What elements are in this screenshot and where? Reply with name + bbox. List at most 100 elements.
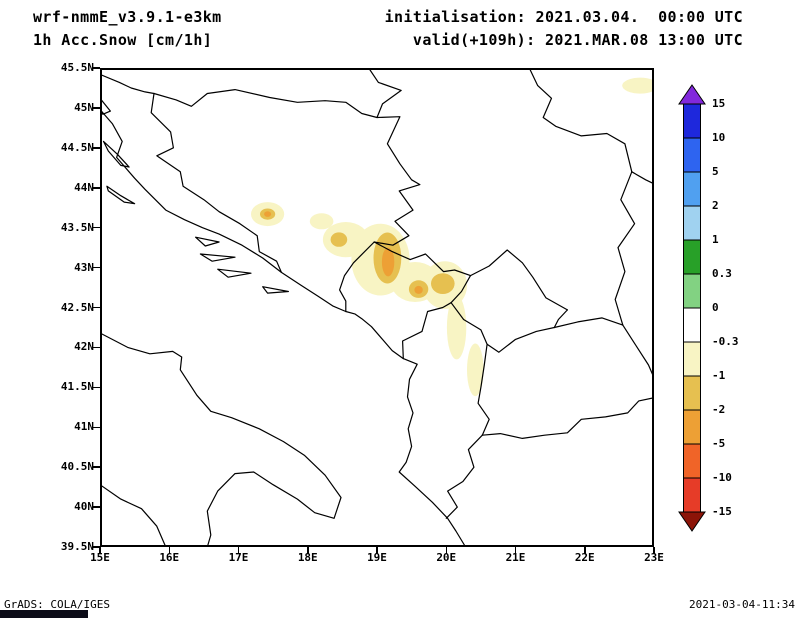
x-tick-label: 22E	[574, 551, 595, 564]
colorbar-segment	[683, 307, 701, 343]
x-tick-label: 21E	[505, 551, 526, 564]
island-outline	[106, 185, 136, 205]
y-tick-label: 45.5N	[60, 61, 94, 74]
colorbar-tick-label: 1	[712, 233, 719, 246]
y-tick-label: 42N	[74, 340, 94, 354]
colorbar-tick-label: 0	[712, 301, 719, 314]
snow-cell	[414, 285, 423, 294]
colorbar-segment	[683, 205, 701, 241]
border-line	[368, 68, 402, 119]
y-tick-label: 43.5N	[60, 220, 94, 234]
y-tick-mark	[93, 147, 100, 149]
x-tick-label: 16E	[159, 551, 180, 564]
y-tick-label: 40.5N	[60, 460, 94, 474]
colorbar-segment	[683, 103, 701, 139]
y-tick-mark	[93, 426, 100, 428]
snow-cell	[264, 211, 272, 217]
island-outline	[102, 140, 130, 168]
border-line	[481, 397, 654, 439]
colorbar-segment	[683, 477, 701, 513]
colorbar-tick-label: -2	[712, 403, 726, 416]
country-borders	[100, 68, 654, 547]
border-line	[373, 116, 421, 246]
border-line	[631, 171, 654, 185]
colorbar-tick-label: 2	[712, 199, 719, 212]
y-tick-label: 44.5N	[60, 140, 94, 154]
x-tick-label: 19E	[367, 551, 387, 564]
border-line	[450, 275, 472, 304]
y-tick-mark	[93, 266, 100, 269]
border-line	[553, 309, 568, 329]
colorbar-tick-label: -0.3	[712, 335, 739, 348]
creation-timestamp: 2021-03-04-11:34	[689, 598, 795, 611]
border-line	[614, 171, 636, 326]
snow-cell	[330, 232, 348, 247]
colorbar-tick-label: 15	[712, 97, 726, 110]
y-tick-label: 43N	[74, 260, 94, 274]
x-tick-mark	[307, 547, 309, 554]
x-tick-label: 15E	[90, 551, 110, 564]
border-line	[100, 332, 342, 547]
y-tick-label: 44N	[74, 180, 94, 194]
island-outline	[195, 236, 220, 247]
colorbar-segment	[683, 443, 701, 479]
x-tick-mark	[237, 547, 240, 554]
plot-frame	[100, 68, 654, 547]
y-tick-mark	[93, 386, 100, 389]
init-time-label: initialisation: 2021.03.04. 00:00 UTC	[384, 8, 743, 26]
y-tick-mark	[93, 506, 100, 508]
x-tick-mark	[514, 547, 517, 554]
border-line	[477, 343, 490, 436]
x-tick-mark	[653, 547, 655, 554]
map-canvas	[100, 68, 654, 547]
y-tick-label: 40N	[74, 500, 94, 514]
colorbar-segment	[683, 239, 701, 275]
island-outline	[100, 97, 111, 115]
x-tick-mark	[445, 547, 447, 554]
colorbar-tick-label: 5	[712, 165, 719, 178]
island-outline	[199, 253, 236, 262]
snow-cell	[622, 77, 654, 94]
snow-cell	[431, 273, 455, 294]
valid-time-label: valid(+109h): 2021.MAR.08 13:00 UTC	[412, 31, 743, 49]
snow-cell	[309, 213, 334, 230]
y-tick-mark	[93, 306, 100, 309]
colorbar-arrow-up	[678, 84, 706, 105]
border-line	[339, 241, 375, 313]
y-tick-mark	[93, 466, 100, 468]
colorbar-tick-label: -5	[712, 437, 726, 450]
border-line	[373, 241, 472, 277]
snow-cell	[467, 343, 484, 397]
colorbar-segment	[683, 137, 701, 173]
snow-shading	[251, 77, 654, 397]
colorbar-arrow-down	[678, 511, 706, 532]
x-tick-label: 18E	[297, 551, 318, 564]
island-outline	[262, 286, 289, 294]
snow-cell	[446, 295, 467, 360]
y-tick-label: 45N	[74, 100, 94, 114]
x-tick-label: 23E	[644, 551, 664, 564]
border-line	[100, 484, 167, 547]
y-tick-label: 42.5N	[60, 300, 94, 314]
border-line	[469, 249, 568, 311]
colorbar-tick-label: -10	[712, 471, 732, 484]
y-tick-label: 39.5N	[60, 540, 94, 553]
snow-cell	[381, 247, 395, 277]
border-line	[402, 302, 452, 360]
y-tick-mark	[93, 346, 100, 349]
x-tick-mark	[168, 547, 170, 554]
taskbar-fragment	[0, 610, 88, 618]
border-line	[445, 434, 483, 519]
colorbar-tick-label: 0.3	[712, 267, 732, 280]
y-tick-mark	[93, 107, 100, 109]
colorbar-segment	[683, 171, 701, 207]
x-tick-label: 20E	[436, 551, 457, 564]
colorbar-tick-label: -15	[712, 505, 732, 518]
colorbar-segment	[683, 341, 701, 377]
colorbar-segment	[683, 273, 701, 309]
x-tick-mark	[584, 547, 586, 554]
border-line	[153, 89, 378, 119]
y-tick-mark	[93, 546, 100, 548]
map-plot-area	[100, 68, 654, 547]
